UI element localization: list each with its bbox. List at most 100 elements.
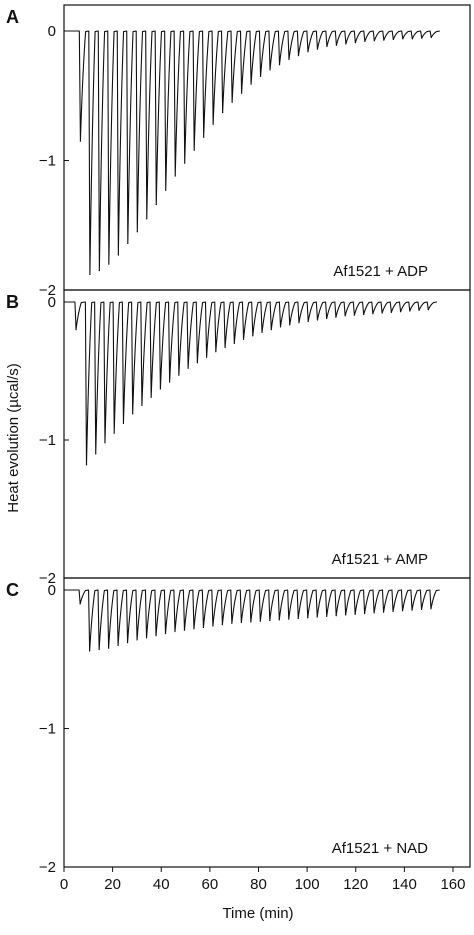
injection-peak (164, 633, 167, 635)
injection-peak (108, 647, 110, 649)
injection-peak (354, 42, 356, 44)
injection-peak (402, 38, 404, 40)
x-tick-label: 80 (250, 876, 267, 893)
injection-peak (212, 123, 214, 125)
injection-peak (297, 55, 300, 57)
injection-peak (233, 342, 235, 344)
injection-peak (316, 48, 319, 50)
injection-peak (269, 619, 271, 622)
injection-peak (382, 611, 385, 613)
injection-peak (145, 637, 148, 639)
x-tick-label: 0 (60, 876, 68, 893)
injection-peak (136, 639, 138, 641)
y-tick-label: −1 (39, 721, 56, 738)
injection-peak (335, 615, 337, 617)
injection-peak (240, 92, 243, 94)
injection-peak (193, 628, 195, 630)
injection-peak (252, 335, 254, 337)
injection-peak (169, 381, 171, 383)
panel-annotation: Af1521 + ADP (333, 263, 428, 280)
injection-peak (165, 189, 167, 191)
injection-peak (363, 313, 365, 316)
injection-peak (278, 64, 281, 66)
injection-peak (242, 338, 245, 340)
heat-trace (67, 301, 438, 466)
injection-peak (184, 162, 186, 164)
injection-peak (381, 312, 383, 314)
injection-peak (196, 362, 198, 364)
injection-peak (307, 320, 309, 322)
panel-letter: B (6, 292, 19, 312)
panel-letter: C (6, 580, 19, 600)
injection-peak (307, 617, 309, 619)
x-tick-label: 20 (104, 876, 121, 893)
injection-peak (278, 619, 280, 621)
injection-peak (187, 367, 189, 369)
injection-peak (259, 620, 261, 622)
y-tick-label: −2 (39, 859, 56, 876)
injection-peak (420, 608, 423, 610)
injection-peak (150, 396, 152, 398)
injection-peak (261, 331, 263, 333)
injection-peak (98, 648, 100, 651)
injection-peak (335, 44, 338, 46)
injection-peak (203, 136, 205, 138)
x-tick-label: 60 (202, 876, 219, 893)
injection-peak (427, 308, 429, 311)
injection-peak (335, 316, 337, 318)
injection-peak (326, 615, 328, 617)
injection-peak (224, 346, 226, 349)
x-tick-label: 40 (153, 876, 170, 893)
injection-peak (79, 140, 82, 142)
x-tick-label: 140 (392, 876, 417, 893)
injection-peak (98, 269, 100, 272)
injection-peak (411, 38, 413, 40)
panel-frame (63, 577, 471, 868)
panel-frame (63, 289, 471, 579)
injection-peak (401, 610, 404, 612)
injection-peak (409, 310, 411, 312)
injection-peak (178, 374, 180, 376)
y-tick-label: −1 (39, 432, 56, 449)
injection-peak (174, 630, 176, 633)
injection-peak (132, 413, 134, 415)
injection-peak (430, 36, 432, 39)
injection-peak (117, 644, 119, 647)
injection-peak (269, 69, 271, 71)
injection-peak (136, 231, 138, 233)
injection-peak (298, 322, 300, 324)
y-tick-label: 0 (48, 582, 56, 599)
injection-peak (373, 612, 375, 614)
injection-peak (85, 464, 88, 466)
x-tick-label: 100 (295, 876, 320, 893)
y-tick-label: −1 (39, 153, 56, 170)
heat-trace (67, 30, 440, 276)
injection-peak (113, 432, 115, 434)
injection-peak (89, 273, 91, 276)
injection-peak (174, 175, 176, 177)
injection-peak (421, 37, 423, 39)
injection-peak (117, 254, 119, 256)
injection-peak (183, 629, 186, 631)
injection-peak (95, 453, 97, 455)
injection-peak (353, 314, 355, 316)
panel-annotation: Af1521 + NAD (332, 840, 428, 857)
y-tick-label: 0 (48, 23, 56, 40)
injection-peak (297, 617, 299, 619)
panel-frame (63, 4, 471, 291)
injection-peak (205, 356, 208, 358)
injection-peak (326, 45, 328, 48)
injection-peak (316, 616, 318, 618)
injection-peak (222, 111, 224, 114)
injection-peak (392, 610, 394, 613)
panel-b: 0 −1 −2 B Af1521 + AMP (6, 289, 471, 587)
heat-trace (67, 589, 440, 652)
injection-peak (231, 101, 233, 103)
injection-peak (104, 442, 106, 444)
injection-peak (126, 642, 129, 644)
injection-peak (270, 329, 272, 331)
y-tick-label: 0 (48, 294, 56, 311)
injection-peak (344, 315, 346, 317)
injection-peak (307, 51, 309, 53)
